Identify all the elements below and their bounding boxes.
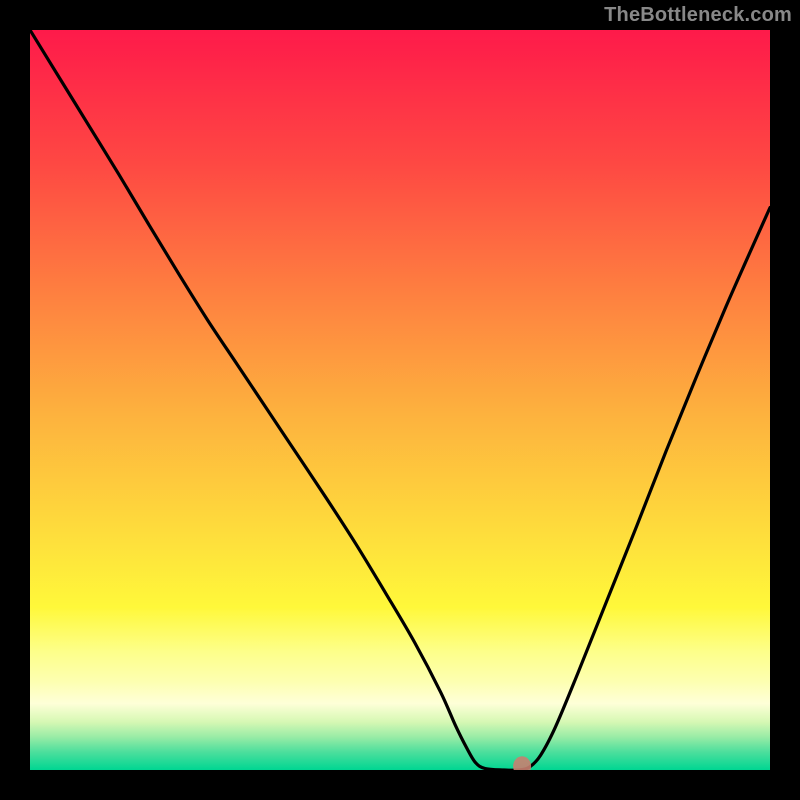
chart-plot-area (30, 30, 770, 770)
curve-layer (30, 30, 770, 770)
bottleneck-curve (30, 30, 770, 770)
optimal-marker (513, 756, 531, 770)
watermark-text: TheBottleneck.com (604, 4, 792, 27)
